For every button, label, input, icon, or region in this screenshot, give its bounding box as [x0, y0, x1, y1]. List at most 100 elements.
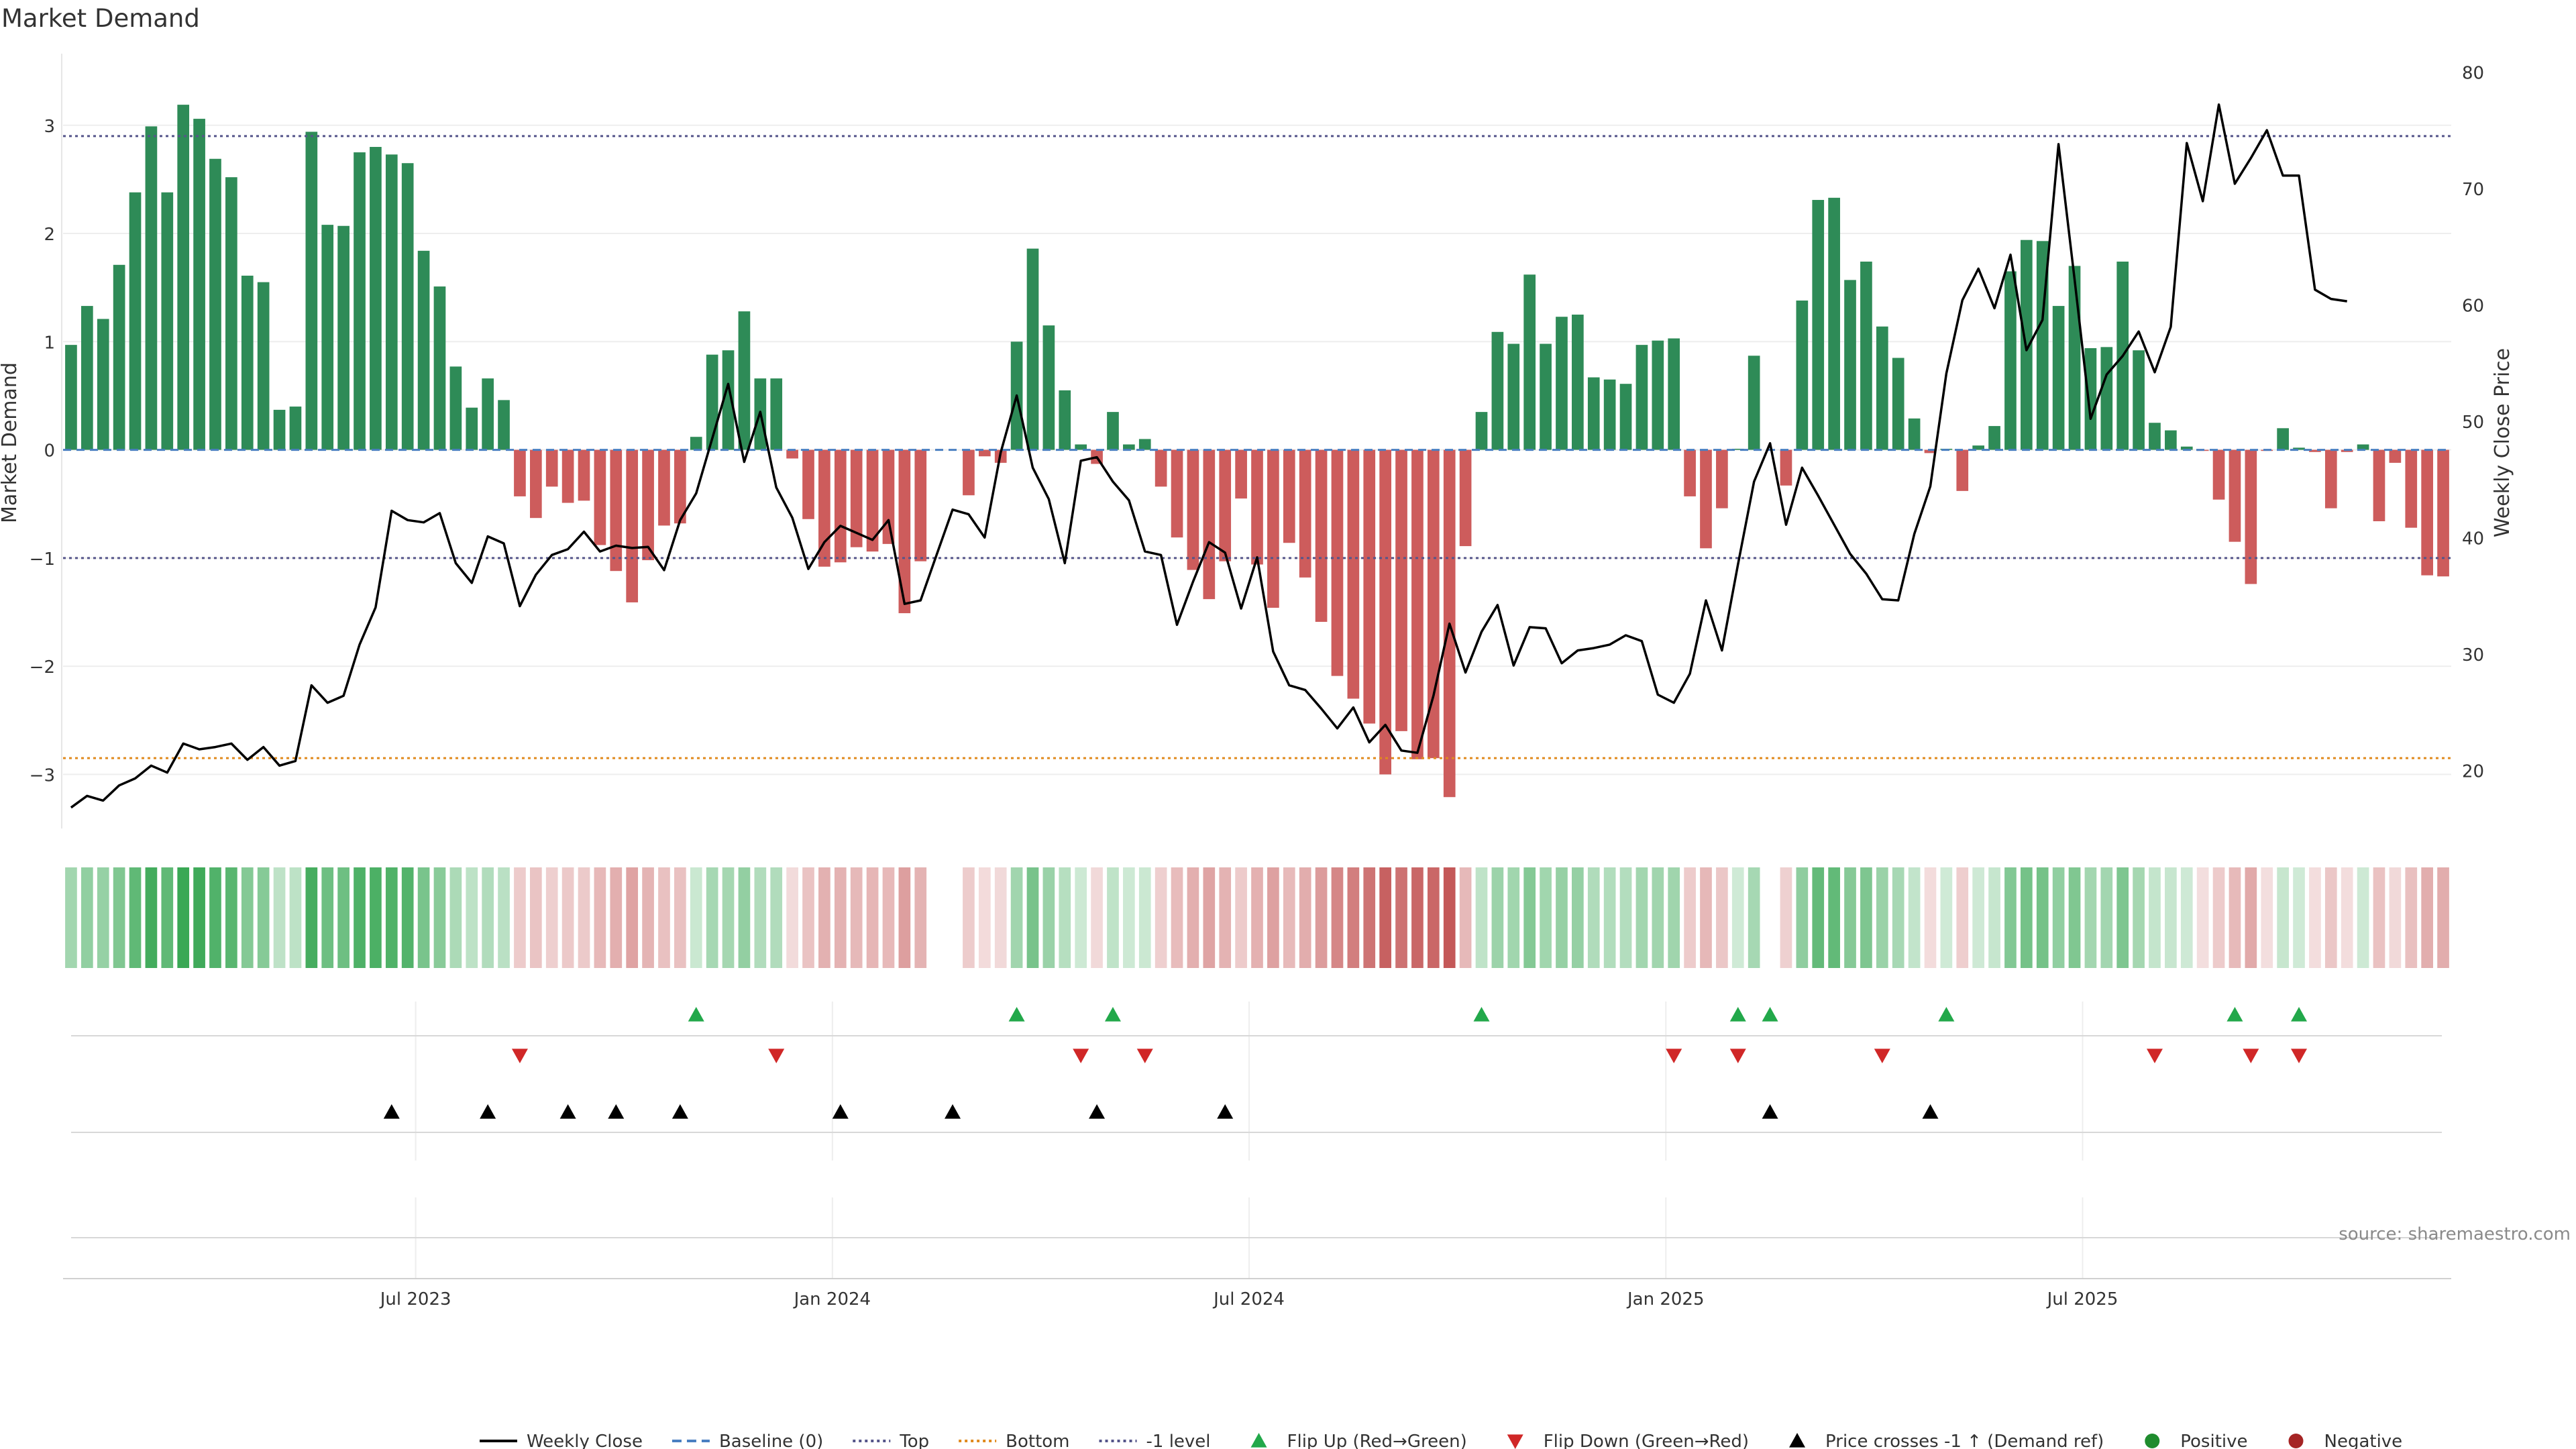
flip-up-marker: [1473, 1007, 1490, 1022]
demand-bar-negative: [898, 449, 911, 614]
heat-cell-positive: [65, 867, 77, 968]
weekly-close-line: [70, 103, 2347, 809]
heat-cell-negative: [994, 867, 1007, 968]
flip-down-marker: [2243, 1049, 2259, 1063]
heat-cell-negative: [578, 867, 590, 968]
heat-cell-positive: [1635, 867, 1648, 968]
demand-bar-positive: [289, 407, 302, 450]
heat-cell-positive: [433, 867, 446, 968]
demand-bar-positive: [1731, 448, 1744, 450]
demand-bar-positive: [1572, 314, 1584, 450]
demand-bar-positive: [2149, 423, 2161, 450]
heat-cell-positive: [482, 867, 494, 968]
legend-label: Positive: [2180, 1432, 2247, 1449]
heat-cell-positive: [354, 867, 366, 968]
heat-cell-negative: [674, 867, 686, 968]
demand-bar-positive: [1042, 325, 1055, 450]
heat-cell-positive: [2052, 867, 2065, 968]
demand-bar-positive: [722, 350, 735, 450]
heat-cell-positive: [754, 867, 767, 968]
heat-cell-negative: [1427, 867, 1440, 968]
demand-bar-negative: [1219, 449, 1232, 561]
heat-cell-positive: [1572, 867, 1584, 968]
demand-bar-positive: [1668, 338, 1680, 450]
demand-bar-positive: [1491, 331, 1504, 450]
demand-bar-positive: [482, 378, 494, 450]
demand-bar-negative: [1395, 449, 1407, 731]
heat-cell-negative: [2261, 867, 2273, 968]
flip-up-marker: [1938, 1007, 1955, 1022]
demand-bar-negative: [914, 449, 927, 561]
demand-bar-negative: [1235, 449, 1247, 499]
demand-bar-positive: [433, 286, 446, 450]
heat-cell-negative: [1411, 867, 1424, 968]
demand-bar-positive: [1892, 358, 1904, 450]
heat-cell-negative: [2405, 867, 2418, 968]
heat-cell-negative: [1347, 867, 1360, 968]
heat-cell-positive: [129, 867, 142, 968]
y-right-tick-label: 20: [2462, 761, 2484, 782]
y-axis-right-ticks: 80 70 60 50 40 30 20: [2462, 63, 2484, 782]
heat-cell-positive: [80, 867, 93, 968]
y-left-tick-label: −3: [30, 765, 55, 786]
demand-bar-negative: [642, 449, 654, 561]
legend-triangle-up-swatch: [1250, 1433, 1267, 1448]
demand-bar-negative: [1155, 449, 1167, 487]
heat-cell-positive: [241, 867, 254, 968]
heat-cell-positive: [2084, 867, 2097, 968]
heat-cell-negative: [1956, 867, 1969, 968]
weekly-close-path: [70, 103, 2347, 809]
heat-cell-positive: [225, 867, 237, 968]
heat-cell-positive: [2004, 867, 2017, 968]
demand-bar-negative: [2437, 449, 2449, 577]
demand-bar-positive: [2180, 446, 2193, 450]
legend-dot-swatch: [2288, 1434, 2304, 1448]
demand-bar-positive: [1123, 444, 1135, 450]
demand-bar-positive: [1556, 317, 1568, 450]
heat-cell-negative: [1219, 867, 1232, 968]
demand-bar-positive: [1860, 261, 1872, 450]
demand-bar-positive: [1972, 445, 1985, 450]
demand-bar-positive: [1844, 280, 1856, 450]
demand-bar-positive: [1138, 439, 1151, 450]
heat-cell-positive: [2149, 867, 2161, 968]
demand-bar-negative: [626, 449, 639, 602]
flip-up-marker: [1762, 1007, 1778, 1022]
legend-item: Bottom: [959, 1432, 1070, 1449]
heat-cell-negative: [1091, 867, 1103, 968]
legend-label: Baseline (0): [719, 1432, 823, 1449]
heat-cell-negative: [1459, 867, 1472, 968]
price-cross-marker: [1762, 1104, 1778, 1119]
x-tick-label: Jul 2023: [379, 1289, 451, 1309]
flip-up-marker: [688, 1007, 704, 1022]
demand-bar-negative: [2245, 449, 2257, 584]
demand-bar-positive: [466, 407, 478, 450]
heat-cell-negative: [1251, 867, 1263, 968]
heat-cell-positive: [1540, 867, 1552, 968]
demand-bar-negative: [529, 449, 542, 519]
demand-bar-negative: [834, 449, 847, 563]
heat-cell-positive: [1619, 867, 1632, 968]
heat-cell-negative: [1684, 867, 1696, 968]
demand-bar-negative: [1716, 449, 1728, 508]
heat-cell-positive: [1556, 867, 1568, 968]
heat-cell-negative: [1780, 867, 1792, 968]
demand-bar-negative: [2389, 449, 2402, 463]
flip-down-marker: [768, 1049, 785, 1063]
heat-cell-positive: [1748, 867, 1760, 968]
demand-bar-positive: [354, 152, 366, 450]
legend-item: Negative: [2288, 1432, 2402, 1449]
demand-bar-positive: [1059, 390, 1071, 450]
demand-bar-positive: [2293, 447, 2305, 450]
heat-cell-negative: [2229, 867, 2241, 968]
demand-bar-positive: [1652, 340, 1664, 450]
demand-bar-negative: [1267, 449, 1279, 608]
demand-bar-negative: [594, 449, 606, 545]
demand-bar-negative: [1956, 449, 1969, 491]
demand-bar-positive: [129, 192, 142, 450]
heat-cell-negative: [802, 867, 814, 968]
demand-heat-strip: [65, 867, 2449, 968]
heat-cell-negative: [1203, 867, 1216, 968]
demand-bar-positive: [498, 400, 510, 450]
flip-down-marker: [1136, 1049, 1153, 1063]
